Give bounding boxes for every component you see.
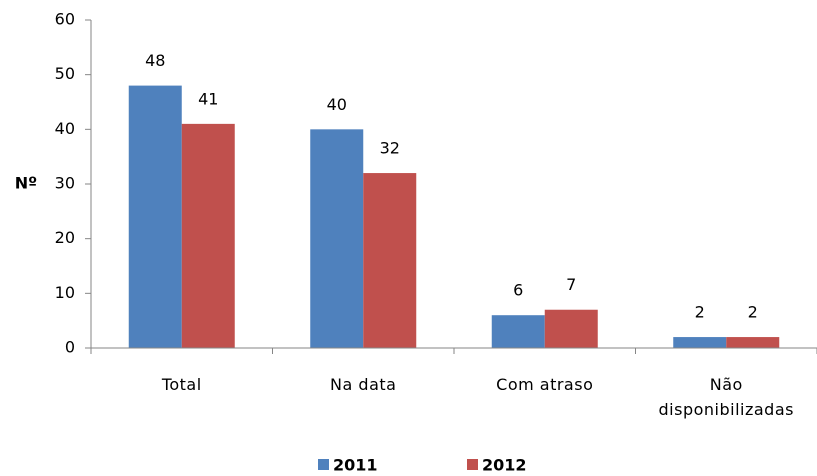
y-axis-label: Nº xyxy=(15,174,37,193)
x-tick-label: Não disponibilizadas xyxy=(658,375,794,419)
x-tick-label: Na data xyxy=(330,375,397,394)
bar xyxy=(491,315,545,348)
y-tick-label: 20 xyxy=(55,228,75,247)
data-label: 7 xyxy=(566,275,576,294)
data-label: 6 xyxy=(513,281,523,300)
x-tick-label: Total xyxy=(161,375,202,394)
data-label: 41 xyxy=(198,89,218,108)
data-label: 40 xyxy=(327,95,347,114)
legend-label: 2011 xyxy=(333,456,378,475)
legend-swatch xyxy=(318,459,329,470)
legend-label: 2012 xyxy=(482,456,527,475)
bar xyxy=(544,309,598,348)
data-label: 32 xyxy=(380,139,400,158)
y-tick-label: 0 xyxy=(65,338,75,357)
data-label: 2 xyxy=(695,303,705,322)
bar xyxy=(310,129,364,348)
x-tick-label: Com atraso xyxy=(496,375,594,394)
legend-swatch xyxy=(467,459,478,470)
bar xyxy=(726,337,780,348)
bar xyxy=(128,85,182,348)
y-tick-label: 10 xyxy=(55,283,75,302)
data-label: 2 xyxy=(748,303,758,322)
bar xyxy=(673,337,727,348)
y-tick-label: 50 xyxy=(55,64,75,83)
y-tick-label: 60 xyxy=(55,10,75,29)
y-tick-label: 40 xyxy=(55,119,75,138)
bar xyxy=(363,173,417,348)
y-tick-label: 30 xyxy=(55,174,75,193)
data-label: 48 xyxy=(145,51,165,70)
bar xyxy=(181,123,235,348)
